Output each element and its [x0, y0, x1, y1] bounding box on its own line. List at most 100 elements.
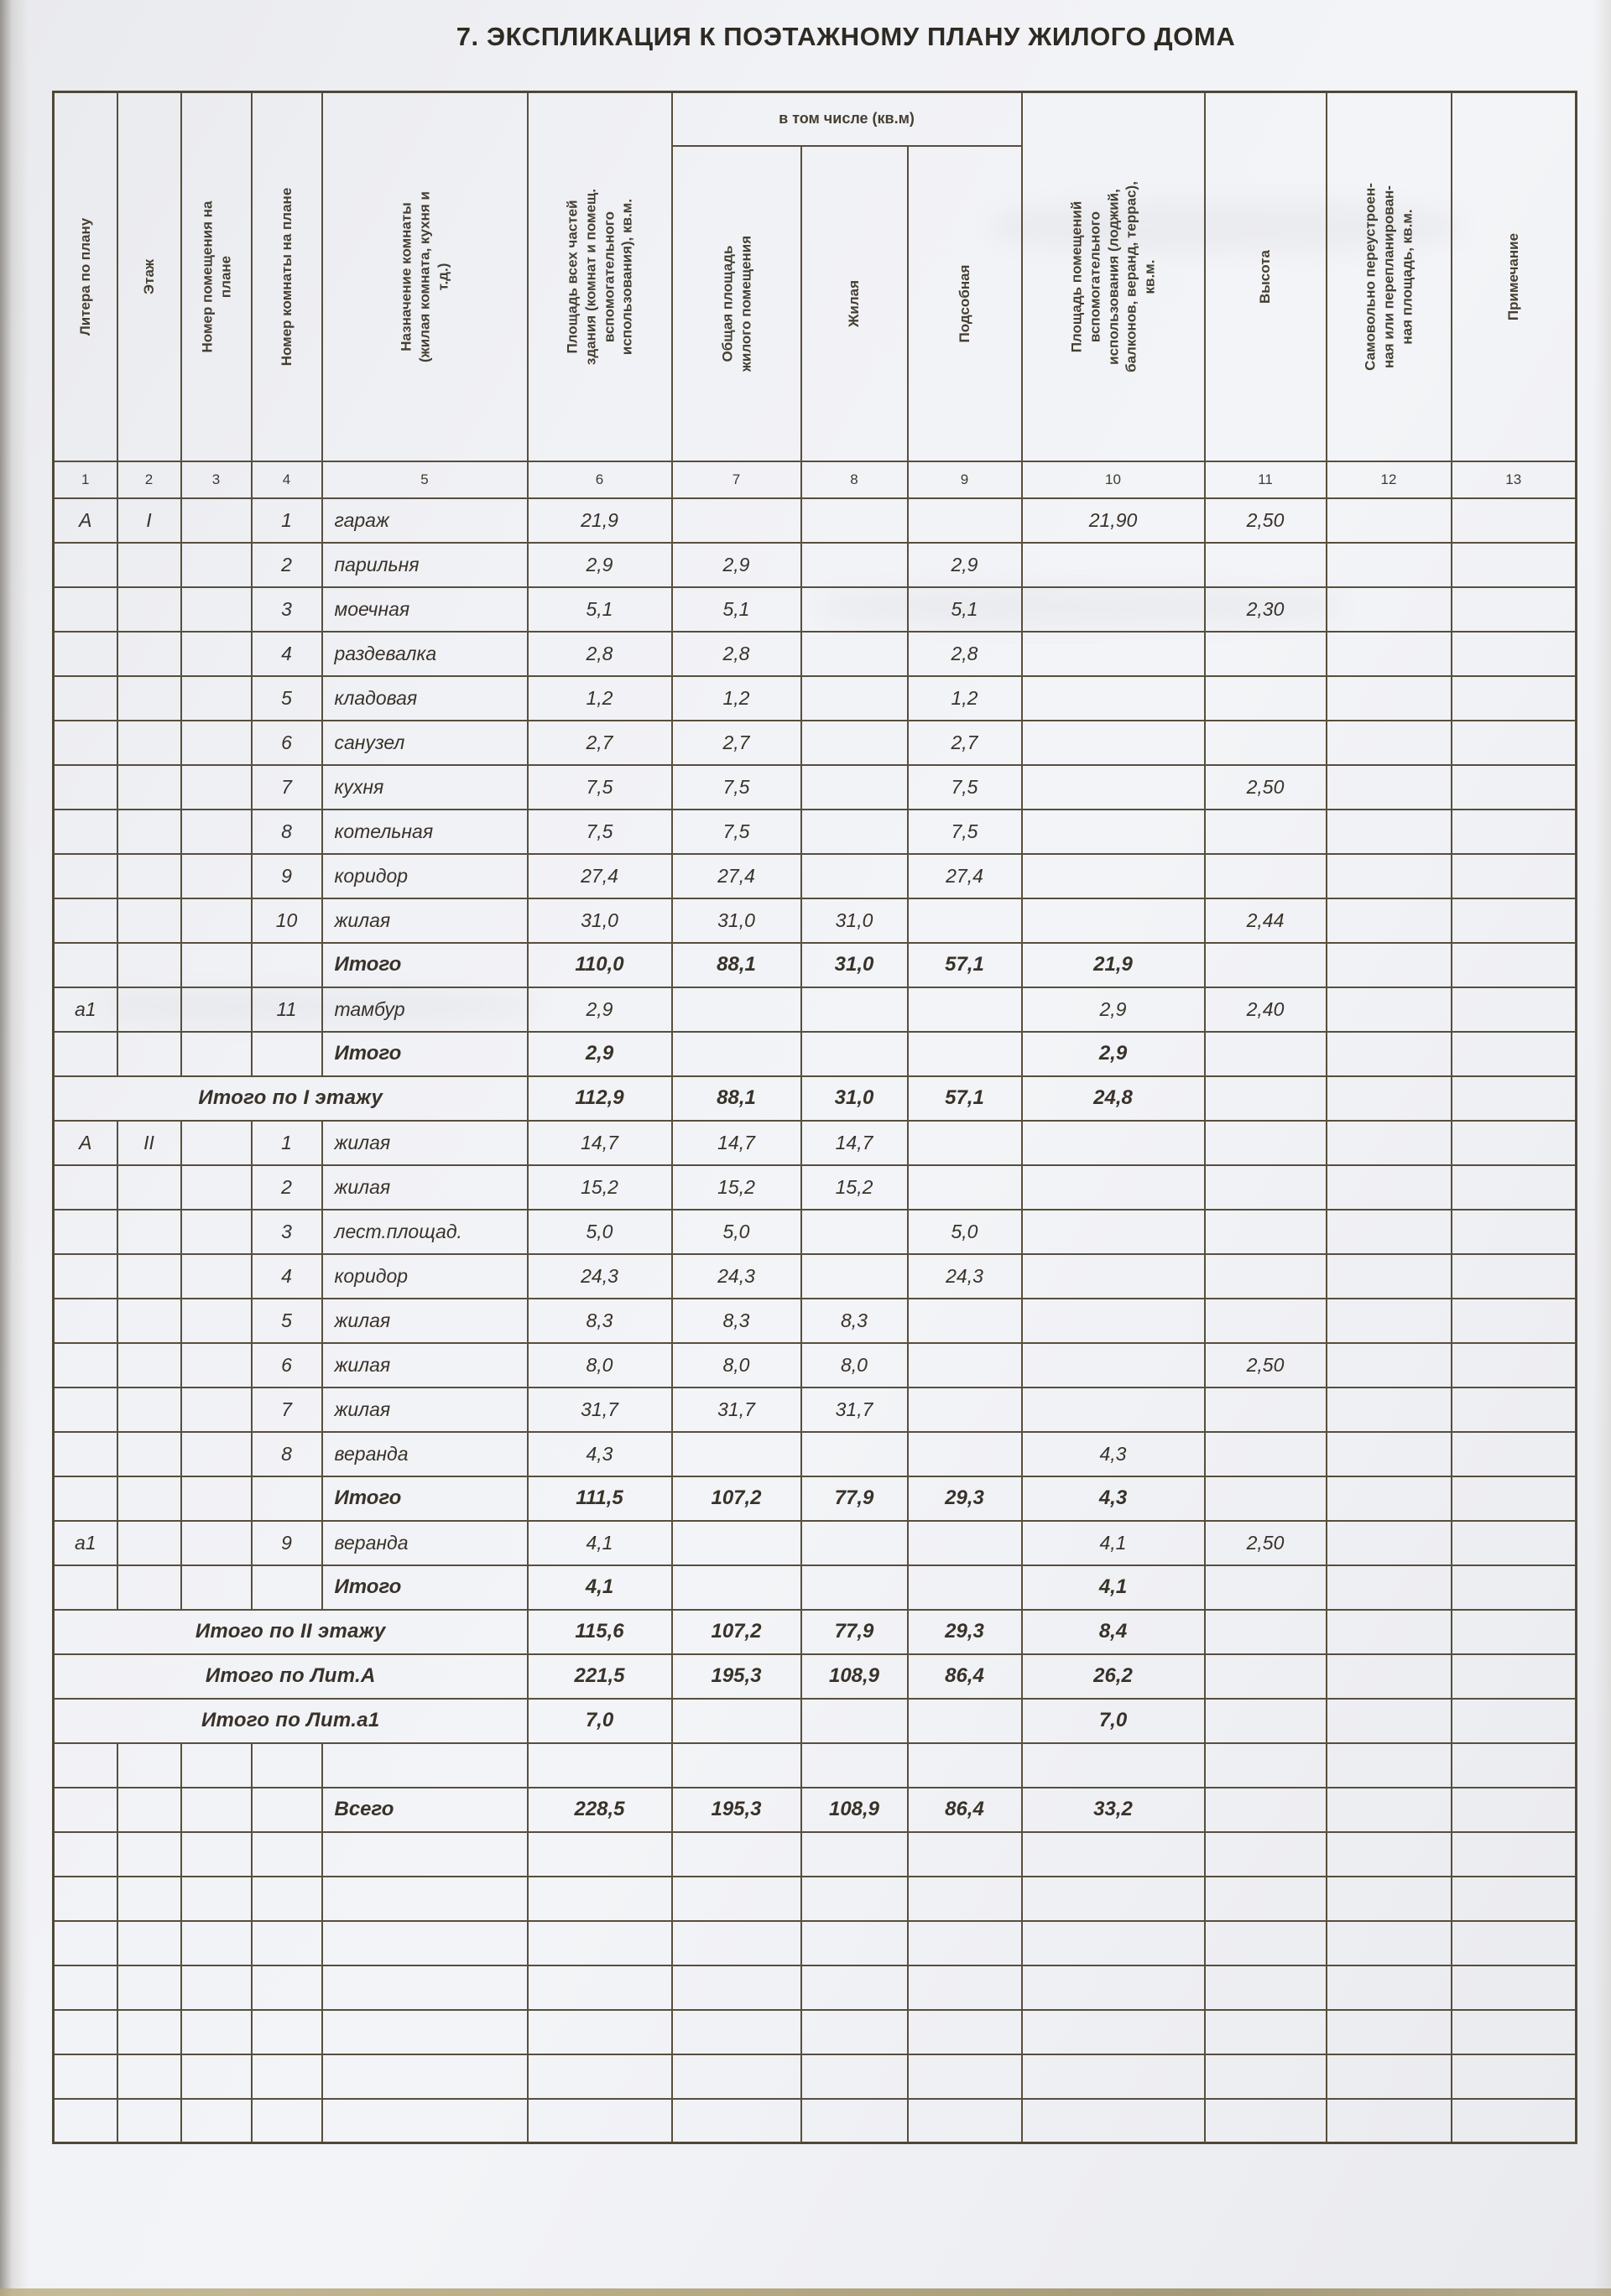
cell-col-3: [180, 1430, 253, 1477]
cell-col-10: [1020, 630, 1206, 677]
cell-col-6: 14,7: [526, 1119, 673, 1166]
cell-col-3: [180, 497, 253, 544]
cell-col-4: [250, 1030, 323, 1077]
cell-col-8: [800, 1742, 909, 1788]
cell-col-9: [906, 986, 1023, 1033]
cell-col-12: [1325, 1164, 1452, 1210]
total-label-cell: Итого по II этажу: [52, 1608, 529, 1655]
cell-col-13: [1450, 1742, 1577, 1788]
cell-col-12: [1325, 1386, 1452, 1433]
table-row: 3 моечная 5,1 5,1 5,1 2,30: [52, 586, 1577, 633]
cell-col-5: жилая: [321, 1341, 529, 1388]
cell-col-9: [906, 1297, 1023, 1344]
cell-col-3: [180, 1875, 253, 1922]
cell-col-13: [1450, 1164, 1577, 1210]
total-label-cell: Итого по Лит.А: [52, 1653, 529, 1700]
cell-col-1: [52, 1786, 118, 1833]
cell-col-4: 5: [250, 1297, 323, 1344]
cell-col-4: [250, 1919, 323, 1966]
cell-col-9: 2,9: [906, 541, 1023, 588]
cell-col-1: [52, 1964, 118, 2011]
cell-col-3: [180, 1341, 253, 1388]
cell-col-12: [1325, 1653, 1452, 1700]
cell-col-13: [1450, 1341, 1577, 1388]
cell-col-5: лест.площад.: [321, 1208, 529, 1255]
cell-col-1: [52, 1919, 118, 1966]
cell-col-9: 7,5: [906, 808, 1023, 855]
cell-col-8: [800, 2097, 909, 2144]
cell-col-4: [250, 941, 323, 988]
column-header-11: Высота: [1203, 91, 1327, 462]
cell-col-13: [1450, 1297, 1577, 1344]
cell-col-7: 5,1: [670, 586, 802, 633]
table-row: 7 жилая 31,7 31,7 31,7: [52, 1386, 1577, 1433]
cell-col-10: [1020, 852, 1206, 899]
cell-col-11: [1203, 1252, 1327, 1299]
cell-col-12: [1325, 2097, 1452, 2144]
table-row: 9 коридор 27,4 27,4 27,4: [52, 852, 1577, 899]
cell-col-2: [116, 1919, 182, 1966]
table-row: 4 раздевалка 2,8 2,8 2,8: [52, 630, 1577, 677]
cell-col-12: [1325, 1919, 1452, 1966]
cell-col-10: [1020, 1386, 1206, 1433]
table-row: А I 1 гараж 21,9 21,90 2,50: [52, 497, 1577, 544]
cell-col-9: [906, 1386, 1023, 1433]
cell-col-8: [800, 630, 909, 677]
cell-col-3: [180, 941, 253, 988]
cell-col-2: [116, 941, 182, 988]
cell-col-8: 31,0: [800, 941, 909, 988]
cell-col-2: [116, 2053, 182, 2100]
cell-col-2: I: [116, 497, 182, 544]
cell-col-12: [1325, 763, 1452, 810]
cell-col-11: [1203, 1786, 1327, 1833]
cell-col-7: 195,3: [670, 1786, 802, 1833]
cell-col-13: [1450, 1875, 1577, 1922]
cell-col-3: [180, 1030, 253, 1077]
cell-col-6: 7,5: [526, 808, 673, 855]
cell-col-9: 2,7: [906, 719, 1023, 766]
cell-col-8: [800, 1875, 909, 1922]
cell-col-11: 2,50: [1203, 763, 1327, 810]
table-row: [52, 1964, 1577, 2011]
cell-col-8: [800, 674, 909, 721]
cell-col-10: [1020, 763, 1206, 810]
cell-col-8: 31,0: [800, 1075, 909, 1122]
cell-col-5: веранда: [321, 1430, 529, 1477]
cell-col-6: 2,9: [526, 1030, 673, 1077]
cell-col-13: [1450, 1564, 1577, 1611]
cell-col-6: 5,0: [526, 1208, 673, 1255]
cell-col-6: 228,5: [526, 1786, 673, 1833]
cell-col-13: [1450, 586, 1577, 633]
table-row: Итого по Лит.А 221,5 195,3 108,9 86,4 26,2: [52, 1653, 1577, 1700]
cell-col-12: [1325, 1475, 1452, 1522]
cell-col-2: [116, 1030, 182, 1077]
cell-col-11: [1203, 1119, 1327, 1166]
cell-col-5: кухня: [321, 763, 529, 810]
cell-col-12: [1325, 1830, 1452, 1877]
cell-col-3: [180, 1252, 253, 1299]
cell-col-7: 14,7: [670, 1119, 802, 1166]
cell-col-1: [52, 808, 118, 855]
cell-col-9: 1,2: [906, 674, 1023, 721]
table-row: [52, 1830, 1577, 1877]
table-row: Итого 111,5 107,2 77,9 29,3 4,3: [52, 1475, 1577, 1522]
cell-col-6: [526, 2097, 673, 2144]
cell-col-9: [906, 1742, 1023, 1788]
cell-col-11: [1203, 2097, 1327, 2144]
cell-col-3: [180, 630, 253, 677]
cell-col-2: [116, 808, 182, 855]
cell-col-4: 9: [250, 852, 323, 899]
cell-col-5: [321, 2008, 529, 2055]
cell-col-9: 7,5: [906, 763, 1023, 810]
cell-col-12: [1325, 2008, 1452, 2055]
cell-col-8: [800, 1030, 909, 1077]
cell-col-2: [116, 719, 182, 766]
cell-col-1: [52, 2008, 118, 2055]
cell-col-11: [1203, 2053, 1327, 2100]
cell-col-10: 21,90: [1020, 497, 1206, 544]
cell-col-6: 221,5: [526, 1653, 673, 1700]
cell-col-8: [800, 497, 909, 544]
cell-col-1: [52, 1742, 118, 1788]
column-header-3: Номер помещения на плане: [180, 91, 253, 462]
cell-col-4: [250, 1564, 323, 1611]
